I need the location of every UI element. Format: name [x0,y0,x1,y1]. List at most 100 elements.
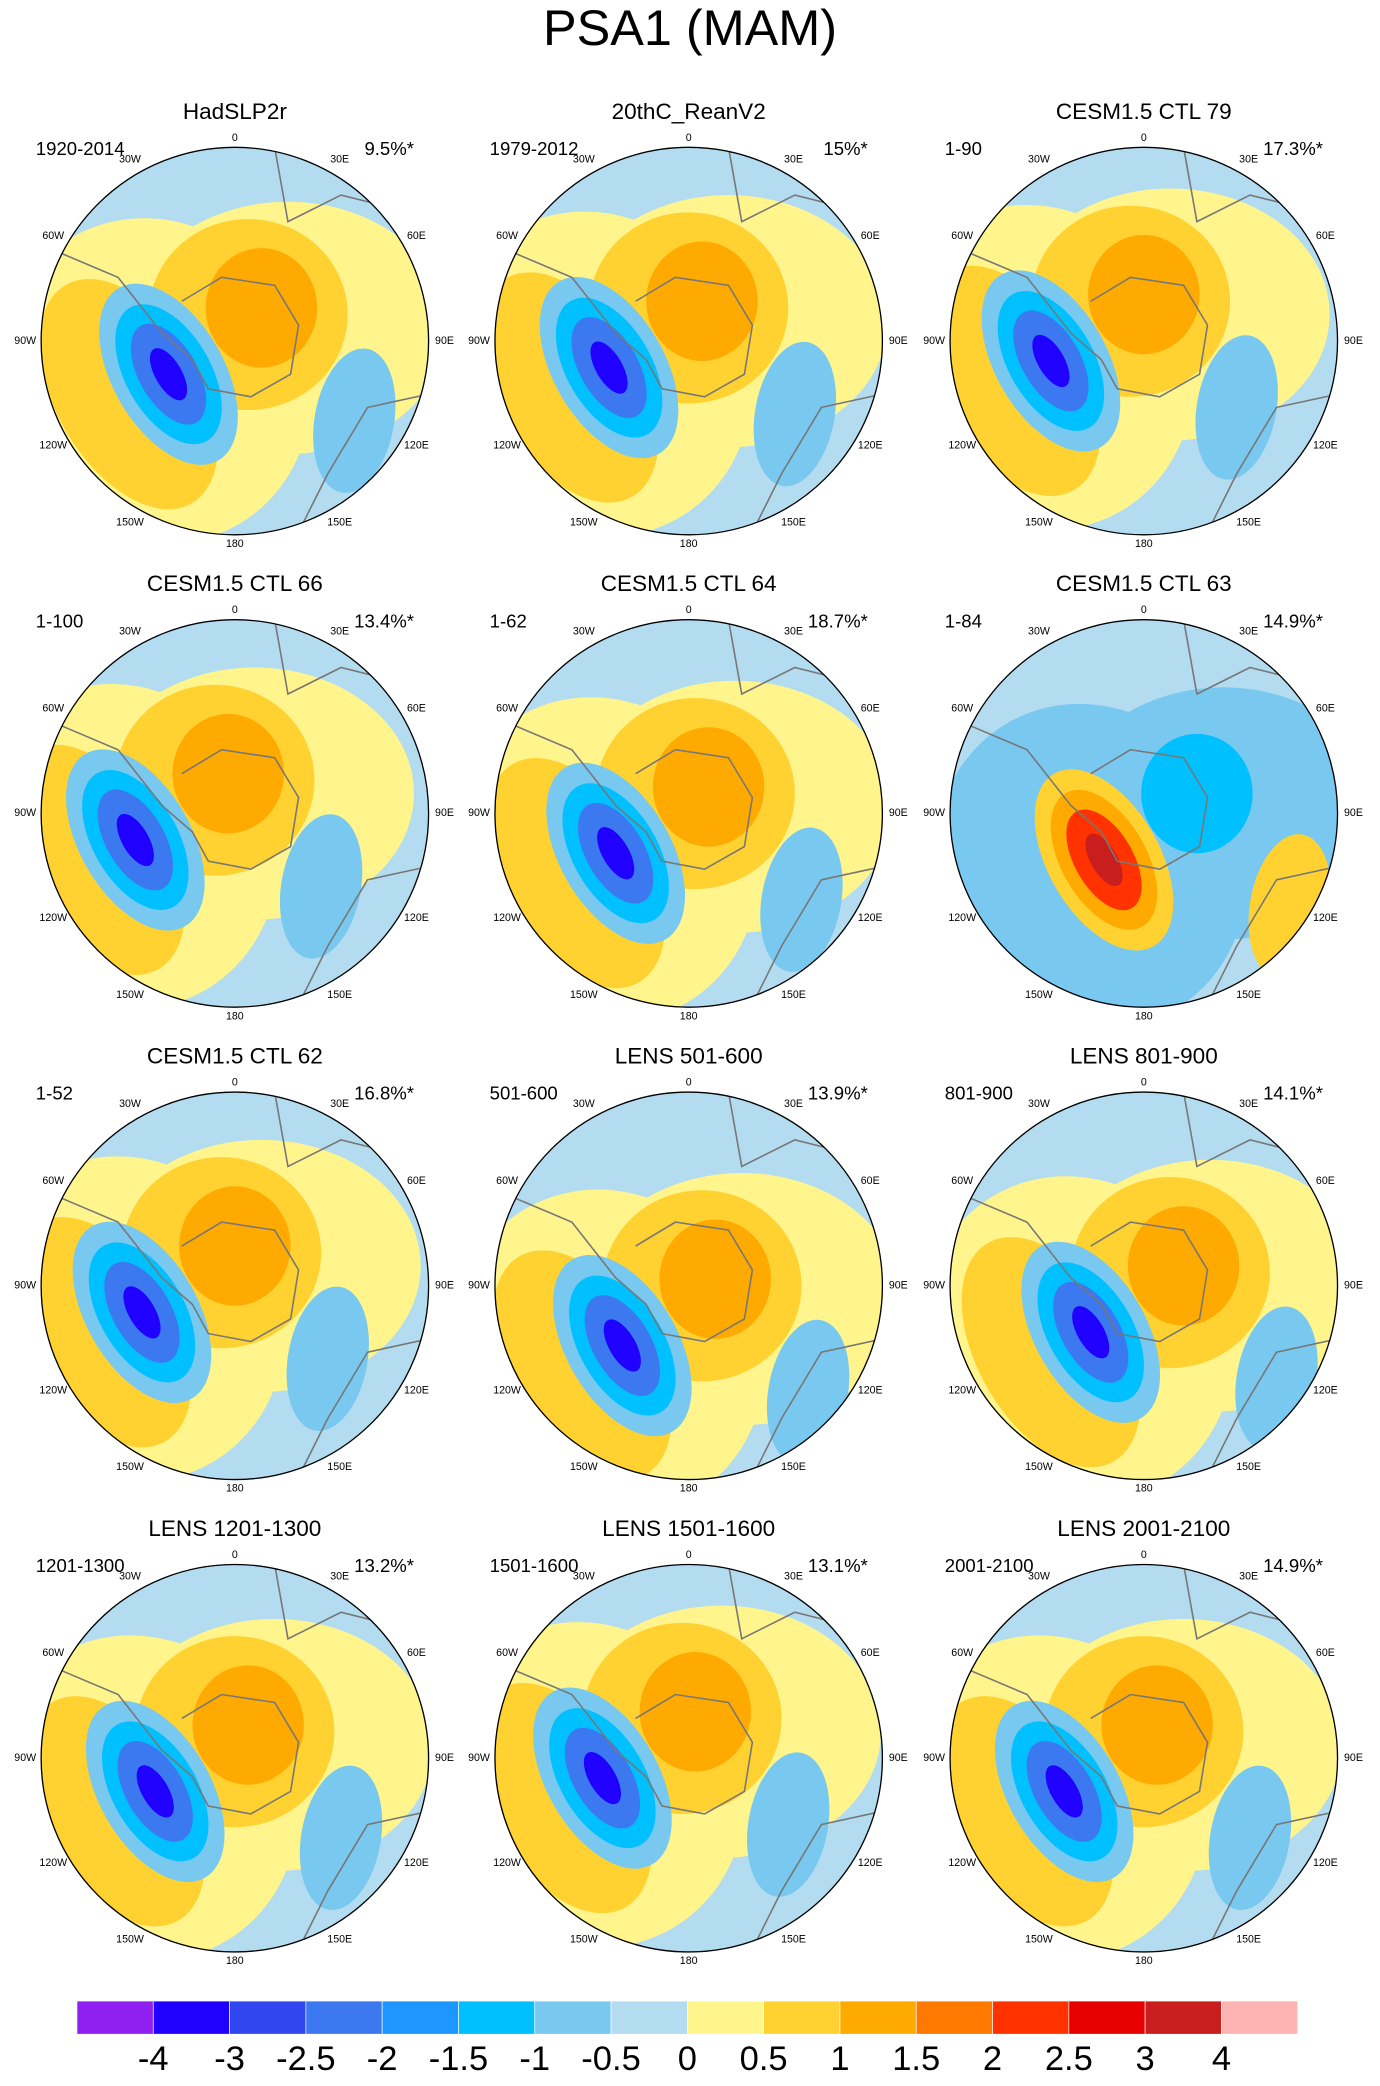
coastline [273,1564,395,1640]
longitude-label: 90W [468,335,490,347]
longitude-label: 30W [573,626,595,638]
longitude-label: 150W [1025,516,1053,528]
longitude-label: 60W [42,1175,64,1187]
panel-period: 1501-1600 [490,1555,579,1576]
longitude-label: 150E [1236,989,1261,1001]
longitude-label: 120E [1313,1857,1338,1869]
coastline [300,1810,429,1945]
longitude-label: 0 [686,132,692,144]
longitude-label: 90W [923,807,945,819]
coastline [502,247,754,398]
longitude-label: 180 [226,538,244,550]
longitude-label: 90E [889,1280,908,1292]
coastline [957,1192,1209,1343]
longitude-label: 60E [1316,1647,1335,1659]
longitude-label: 30E [784,1570,803,1582]
coastline [1209,393,1338,528]
contour-region [136,1765,174,1818]
map-panel: LENS 2001-2100 2001-2100 14.9%* 0 30E 60E 90E 1… [923,1516,1363,1967]
contour-region [659,1219,771,1339]
longitude-label: 30E [1239,1098,1258,1110]
panel-period: 501-600 [490,1083,558,1104]
colorbar-label: -3 [214,2040,245,2078]
coastline [502,1664,754,1815]
longitude-label: 30W [573,1098,595,1110]
contour-field [950,619,1338,1008]
longitude-label: 150W [116,989,144,1001]
map-panel: CESM1.5 CTL 64 1-62 18.7%* 0 30E 60E 90E 120E 15… [468,571,908,1022]
longitude-label: 180 [226,1955,244,1967]
longitude-label: 150W [116,1934,144,1946]
longitude-label: 30W [1028,1098,1050,1110]
panel-title: LENS 501-600 [615,1044,763,1069]
panel-variance: 18.7%* [808,610,868,631]
longitude-label: 120W [948,1857,976,1869]
map-border [494,146,884,536]
colorbar-label: -4 [138,2040,169,2078]
longitude-label: 180 [1135,1483,1153,1495]
colorbar-label: 1.5 [892,2040,940,2078]
panel-period: 1979-2012 [490,138,579,159]
map-panel: LENS 1201-1300 1201-1300 13.2%* 0 30E 60E 90E 1… [14,1516,454,1967]
longitude-label: 90W [468,1752,490,1764]
contour-region [205,248,318,368]
longitude-label: 60W [496,230,518,242]
longitude-label: 30W [119,1098,141,1110]
contour-region [149,348,188,401]
longitude-label: 30E [784,1098,803,1110]
longitude-label: 90E [1344,335,1363,347]
colorbar-box [152,2000,230,2035]
longitude-label: 120E [858,912,883,924]
colorbar-box [381,2000,459,2035]
map-border [40,146,430,536]
coastline [754,1810,883,1945]
contour-region [299,1765,383,1911]
longitude-label: 30W [1028,153,1050,165]
longitude-label: 120E [858,1857,883,1869]
longitude-label: 0 [232,1077,238,1089]
coastline [1209,1810,1338,1945]
contour-field [41,147,429,535]
longitude-label: 90E [435,335,454,347]
coastline [300,393,429,528]
panel-period: 1-84 [945,610,982,631]
contour-region [1032,334,1070,388]
contour-region [639,1652,752,1772]
map-panel: LENS 801-900 801-900 14.1%* 0 30E 60E 90E 120E 1… [923,1044,1363,1495]
map-panel: CESM1.5 CTL 79 1-90 17.3%* 0 30E 60E 90E 120E 15… [923,99,1363,550]
longitude-label: 0 [232,132,238,144]
longitude-label: 120W [948,440,976,452]
colorbar-box [458,2000,536,2035]
longitude-label: 150W [570,516,598,528]
longitude-label: 150W [1025,1934,1053,1946]
colorbar-box [839,2000,917,2035]
panel-variance: 17.3%* [1263,138,1323,159]
contour-region [590,341,628,394]
colorbar-label: -2.5 [276,2040,335,2078]
longitude-label: 120E [404,1384,429,1396]
longitude-label: 180 [226,1010,244,1022]
longitude-label: 90W [468,807,490,819]
map-border [40,1091,430,1481]
coastline [48,1192,300,1343]
map-panel: 20thC_ReanV2 1979-2012 15%* 0 30E 60E 90E 120E 1… [468,99,908,550]
longitude-label: 120E [1313,440,1338,452]
colorbar-label: -2 [367,2040,398,2078]
longitude-label: 0 [1141,1549,1147,1561]
panel-title: LENS 1201-1300 [148,1516,321,1541]
longitude-label: 0 [1141,604,1147,616]
longitude-label: 120W [39,440,67,452]
colorbar-label: 1 [830,2040,849,2078]
contour-region [760,827,843,972]
contour-region [116,813,154,867]
panel-period: 801-900 [945,1083,1013,1104]
coastline [1182,619,1304,696]
longitude-label: 60E [1316,702,1335,714]
longitude-label: 150W [116,1461,144,1473]
longitude-label: 120E [1313,1384,1338,1396]
longitude-label: 60W [42,230,64,242]
map-border [494,1091,884,1481]
contour-region [1072,1306,1110,1359]
longitude-label: 0 [1141,132,1147,144]
